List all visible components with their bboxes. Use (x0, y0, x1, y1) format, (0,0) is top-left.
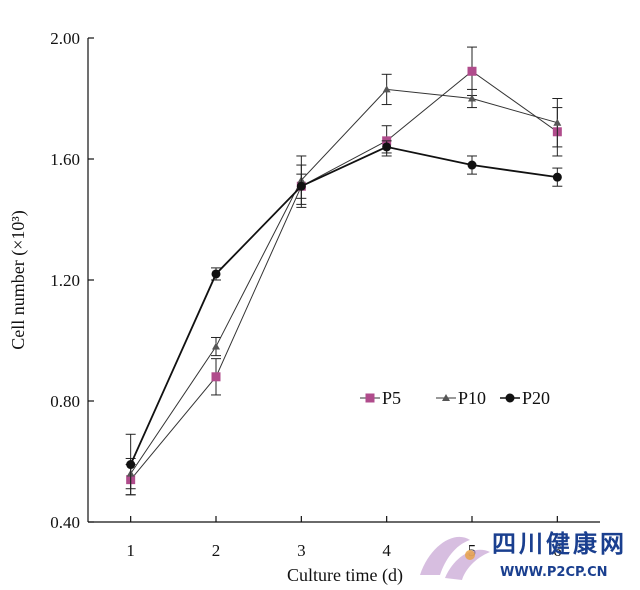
x-tick-label: 4 (382, 541, 391, 560)
x-tick-label: 6 (553, 541, 562, 560)
watermark-url: WWW.P2CP.CN (500, 565, 608, 580)
data-point-p5 (211, 372, 221, 382)
series-line-p10 (130, 88, 558, 474)
y-axis-title: Cell number (×10³) (8, 210, 29, 350)
y-tick-label: 1.60 (50, 150, 80, 169)
y-ticks: 0.40 0.80 1.20 1.60 2.00 (50, 29, 94, 532)
series-line-p20 (129, 145, 558, 465)
x-tick-label: 3 (297, 541, 306, 560)
axes (87, 38, 600, 523)
data-point-p20 (552, 172, 562, 182)
watermark-site-name: 四川健康网 (492, 530, 627, 558)
y-tick-label: 0.40 (50, 513, 80, 532)
data-point-p20 (467, 160, 477, 170)
series-p20 (125, 140, 563, 496)
series-p5 (125, 46, 563, 496)
data-point-p5 (467, 66, 477, 76)
data-point-p20 (126, 460, 136, 470)
legend-label-p20: P20 (522, 388, 550, 408)
series-p10 (125, 73, 563, 490)
data-point-p20 (211, 269, 221, 279)
legend-marker-p20 (505, 393, 515, 403)
legend-marker-p10 (442, 394, 450, 401)
data-point-p20 (296, 181, 306, 191)
x-tick-label: 1 (126, 541, 135, 560)
series-line-p5 (130, 70, 558, 480)
data-point-p10 (553, 118, 562, 126)
data-point-p10 (212, 342, 220, 350)
legend-label-p10: P10 (458, 388, 486, 408)
legend-marker-p5 (365, 393, 375, 403)
series-layer (125, 46, 563, 496)
y-tick-label: 0.80 (50, 392, 80, 411)
legend-label-p5: P5 (382, 388, 401, 408)
data-point-p10 (382, 85, 391, 93)
data-point-p20 (382, 142, 392, 152)
x-tick-label: 2 (212, 541, 221, 560)
x-axis-title: Culture time (d) (287, 565, 403, 586)
legend: P5 P10 P20 (360, 388, 550, 408)
watermark: 四川健康网 WWW.P2CP.CN (420, 530, 627, 580)
watermark-logo-dot (465, 550, 475, 560)
y-tick-label: 2.00 (50, 29, 80, 48)
y-tick-label: 1.20 (50, 271, 80, 290)
data-point-p10 (468, 94, 476, 102)
watermark-bird-logo (420, 536, 490, 580)
